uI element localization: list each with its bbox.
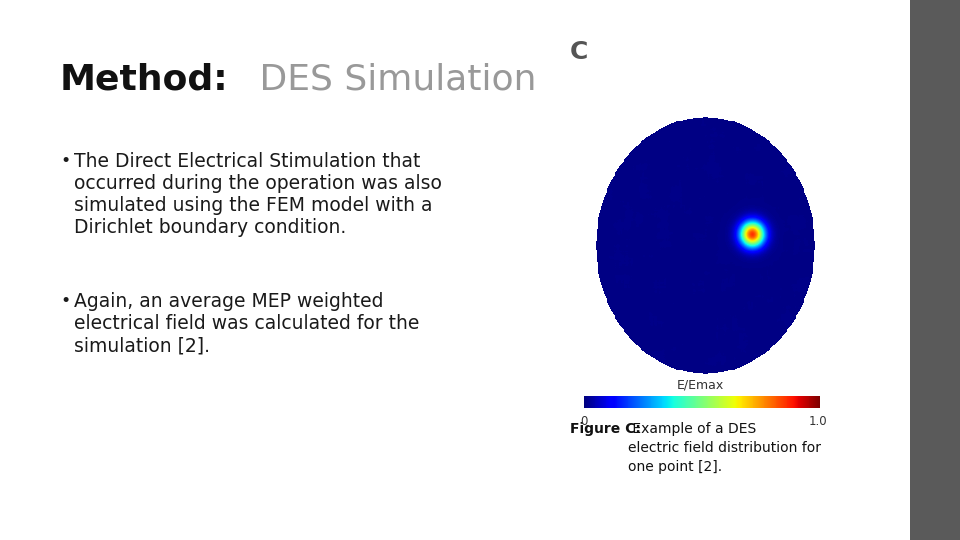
Text: Method:: Method: — [60, 62, 228, 96]
Text: Dirichlet boundary condition.: Dirichlet boundary condition. — [74, 218, 347, 237]
Text: •: • — [60, 152, 70, 170]
Bar — [910, 0, 960, 540]
Text: E/Emax: E/Emax — [677, 379, 724, 392]
Text: simulation [2].: simulation [2]. — [74, 336, 210, 355]
Text: Figure C:: Figure C: — [570, 422, 641, 436]
Text: Again, an average MEP weighted: Again, an average MEP weighted — [74, 292, 383, 311]
Text: occurred during the operation was also: occurred during the operation was also — [74, 174, 442, 193]
Text: Example of a DES
electric field distribution for
one point [2].: Example of a DES electric field distribu… — [628, 422, 821, 474]
Text: The Direct Electrical Stimulation that: The Direct Electrical Stimulation that — [74, 152, 420, 171]
Text: DES Simulation: DES Simulation — [248, 62, 537, 96]
Text: electrical field was calculated for the: electrical field was calculated for the — [74, 314, 420, 333]
Text: C: C — [570, 40, 588, 64]
Text: simulated using the FEM model with a: simulated using the FEM model with a — [74, 196, 433, 215]
Text: •: • — [60, 292, 70, 310]
